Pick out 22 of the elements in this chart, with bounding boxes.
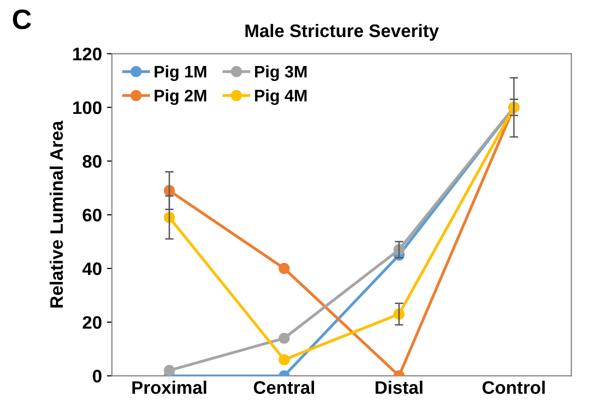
- y-axis-title: Relative Luminal Area: [50, 120, 63, 308]
- x-tick-label: Central: [254, 380, 314, 394]
- x-tick-label: Proximal: [132, 380, 206, 394]
- legend-label: Pig 1M: [154, 65, 206, 81]
- y-tick-label: 60: [82, 208, 102, 222]
- point: [278, 332, 290, 344]
- chart-title: Male Stricture Severity: [245, 24, 439, 41]
- y-tick-label: 0: [92, 370, 102, 383]
- text: C: [12, 10, 32, 30]
- y-tick-label: 20: [82, 316, 102, 329]
- x-tick-label: Distal: [376, 380, 422, 394]
- point: [278, 354, 290, 366]
- x-tick-label: Control: [482, 380, 545, 394]
- legend-label: Pig 2M: [154, 89, 206, 105]
- point: [278, 262, 290, 274]
- y-tick-label: 120: [73, 48, 102, 60]
- y-tick-label: 40: [82, 262, 102, 276]
- y-tick-label: 80: [82, 155, 102, 168]
- y-tick-label: 100: [73, 101, 102, 114]
- point: [164, 364, 175, 376]
- legend-label: Pig 4M: [255, 89, 307, 105]
- legend-label: Pig 3M: [255, 65, 307, 81]
